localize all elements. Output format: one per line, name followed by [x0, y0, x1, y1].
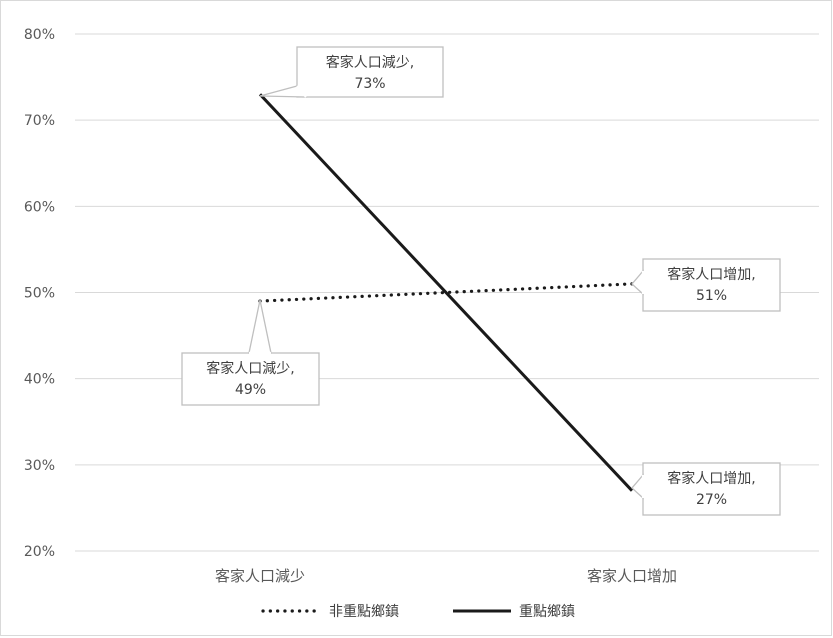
x-axis: 客家人口減少 客家人口增加 — [215, 567, 677, 585]
callout-box — [181, 352, 320, 406]
legend-label: 非重點鄉鎮 — [329, 604, 399, 620]
data-callout: 客家人口增加, 27% — [631, 462, 781, 516]
legend-label: 重點鄉鎮 — [519, 604, 575, 620]
y-tick-label: 50% — [24, 286, 55, 302]
x-category-label: 客家人口增加 — [587, 567, 677, 585]
callout-category: 客家人口增加, — [667, 470, 755, 487]
y-tick-label: 70% — [24, 113, 55, 129]
callout-seam — [296, 85, 307, 98]
callout-value: 27% — [696, 492, 727, 508]
data-callouts: 客家人口減少, 49% 客家人口增加, 51% 客家人口減少, 73% 客家人口增加, 27% — [181, 46, 781, 516]
callout-box — [296, 46, 444, 98]
series-lines — [258, 93, 634, 492]
data-callout: 客家人口減少, 73% — [259, 46, 444, 98]
series-line-2 — [258, 93, 634, 492]
y-tick-label: 60% — [24, 199, 55, 215]
y-tick-label: 20% — [24, 544, 55, 560]
callout-category: 客家人口減少, — [326, 54, 414, 71]
callout-value: 73% — [354, 76, 385, 92]
callout-value: 49% — [235, 382, 266, 398]
callout-value: 51% — [696, 288, 727, 304]
x-category-label: 客家人口減少 — [215, 567, 305, 585]
legend-item: 重點鄉鎮 — [453, 604, 575, 620]
callout-box — [642, 462, 781, 516]
callout-category: 客家人口減少, — [206, 360, 294, 377]
y-tick-label: 40% — [24, 372, 55, 388]
data-callout: 客家人口增加, 51% — [631, 258, 781, 312]
legend: 非重點鄉鎮 重點鄉鎮 — [261, 604, 575, 620]
legend-item: 非重點鄉鎮 — [261, 604, 399, 620]
callout-pointer — [631, 269, 644, 296]
y-axis: 20% 30% 40% 50% 60% 70% 80% — [24, 27, 55, 560]
y-tick-label: 30% — [24, 458, 55, 474]
callout-pointer — [248, 299, 272, 354]
data-callout: 客家人口減少, 49% — [181, 299, 320, 406]
callout-pointer — [631, 473, 644, 500]
y-tick-label: 80% — [24, 27, 55, 43]
callout-category: 客家人口增加, — [667, 266, 755, 283]
